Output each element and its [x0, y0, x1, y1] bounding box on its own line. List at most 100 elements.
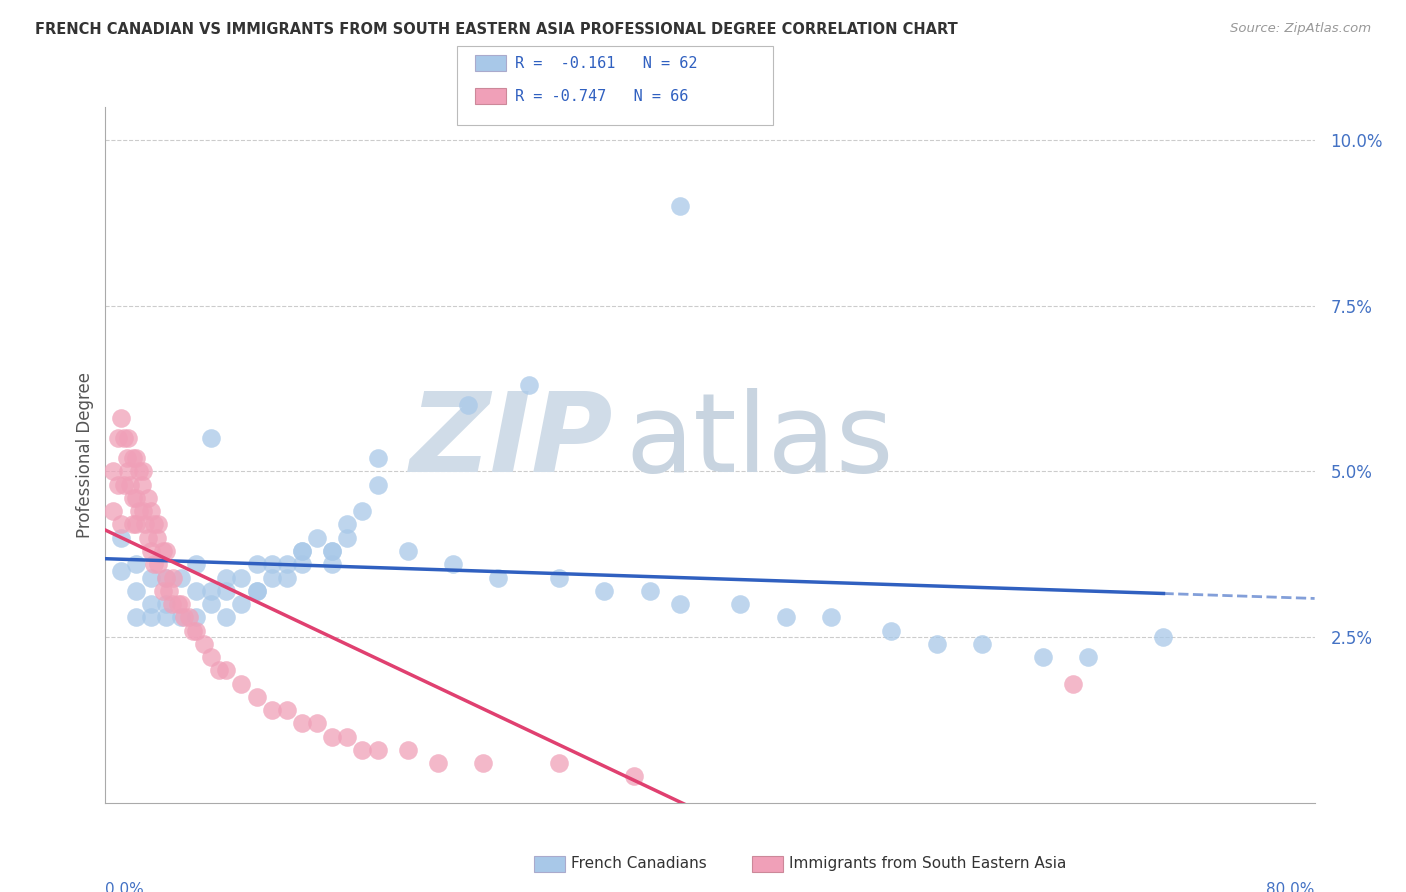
- Point: [208, 663, 231, 677]
- Point: [200, 431, 222, 445]
- Point: [128, 465, 150, 479]
- Point: [396, 743, 419, 757]
- Text: atlas: atlas: [626, 387, 894, 494]
- Point: [110, 531, 132, 545]
- Point: [366, 743, 388, 757]
- Point: [728, 597, 751, 611]
- Point: [139, 544, 162, 558]
- Point: [124, 583, 148, 598]
- Point: [121, 451, 143, 466]
- Text: R = -0.747   N = 66: R = -0.747 N = 66: [515, 89, 688, 103]
- Point: [638, 583, 661, 598]
- Point: [124, 517, 148, 532]
- Point: [155, 570, 177, 584]
- Point: [146, 531, 169, 545]
- Point: [128, 504, 150, 518]
- Text: 80.0%: 80.0%: [1267, 882, 1315, 892]
- Point: [117, 431, 139, 445]
- Point: [186, 610, 208, 624]
- Point: [291, 544, 314, 558]
- Point: [155, 610, 177, 624]
- Point: [160, 597, 183, 611]
- Point: [260, 570, 283, 584]
- Point: [200, 597, 222, 611]
- Point: [426, 756, 449, 770]
- Point: [291, 558, 314, 572]
- Point: [142, 517, 165, 532]
- Point: [181, 624, 204, 638]
- Point: [124, 491, 148, 505]
- Point: [623, 769, 645, 783]
- Point: [231, 570, 253, 584]
- Point: [260, 558, 283, 572]
- Point: [775, 610, 797, 624]
- Point: [155, 570, 177, 584]
- Point: [139, 610, 162, 624]
- Text: ZIP: ZIP: [409, 387, 613, 494]
- Text: R =  -0.161   N = 62: R = -0.161 N = 62: [515, 56, 697, 70]
- Point: [669, 597, 692, 611]
- Point: [925, 637, 948, 651]
- Point: [186, 583, 208, 598]
- Point: [132, 504, 155, 518]
- Point: [396, 544, 419, 558]
- Point: [457, 398, 479, 412]
- Text: FRENCH CANADIAN VS IMMIGRANTS FROM SOUTH EASTERN ASIA PROFESSIONAL DEGREE CORREL: FRENCH CANADIAN VS IMMIGRANTS FROM SOUTH…: [35, 22, 957, 37]
- Point: [880, 624, 903, 638]
- Point: [131, 477, 153, 491]
- Point: [231, 597, 253, 611]
- Text: 0.0%: 0.0%: [105, 882, 145, 892]
- Point: [173, 610, 195, 624]
- Point: [107, 431, 129, 445]
- Point: [245, 583, 267, 598]
- Point: [215, 610, 238, 624]
- Point: [291, 544, 314, 558]
- Point: [101, 504, 124, 518]
- Point: [186, 624, 208, 638]
- Point: [118, 477, 141, 491]
- Point: [1032, 650, 1054, 665]
- Point: [336, 517, 359, 532]
- Point: [124, 610, 148, 624]
- Point: [186, 558, 208, 572]
- Point: [177, 610, 200, 624]
- Point: [170, 570, 193, 584]
- Point: [336, 531, 359, 545]
- Point: [321, 730, 343, 744]
- Point: [121, 491, 143, 505]
- Point: [134, 517, 156, 532]
- Point: [970, 637, 993, 651]
- Point: [321, 558, 343, 572]
- Point: [276, 703, 298, 717]
- Point: [820, 610, 842, 624]
- Point: [170, 597, 193, 611]
- Point: [200, 583, 222, 598]
- Point: [593, 583, 616, 598]
- Point: [548, 756, 571, 770]
- Point: [110, 564, 132, 578]
- Point: [215, 583, 238, 598]
- Point: [136, 531, 159, 545]
- Point: [321, 544, 343, 558]
- Text: French Canadians: French Canadians: [571, 856, 707, 871]
- Point: [245, 558, 267, 572]
- Point: [162, 570, 184, 584]
- Point: [215, 570, 238, 584]
- Point: [152, 544, 174, 558]
- Point: [276, 570, 298, 584]
- Point: [352, 743, 374, 757]
- Point: [110, 411, 132, 425]
- Point: [115, 451, 138, 466]
- Point: [167, 597, 190, 611]
- Point: [321, 544, 343, 558]
- Point: [155, 597, 177, 611]
- Point: [112, 477, 135, 491]
- Point: [148, 558, 170, 572]
- Point: [110, 517, 132, 532]
- Point: [193, 637, 215, 651]
- Point: [1153, 630, 1175, 644]
- Point: [548, 570, 571, 584]
- Point: [117, 465, 139, 479]
- Point: [1062, 676, 1084, 690]
- Point: [231, 676, 253, 690]
